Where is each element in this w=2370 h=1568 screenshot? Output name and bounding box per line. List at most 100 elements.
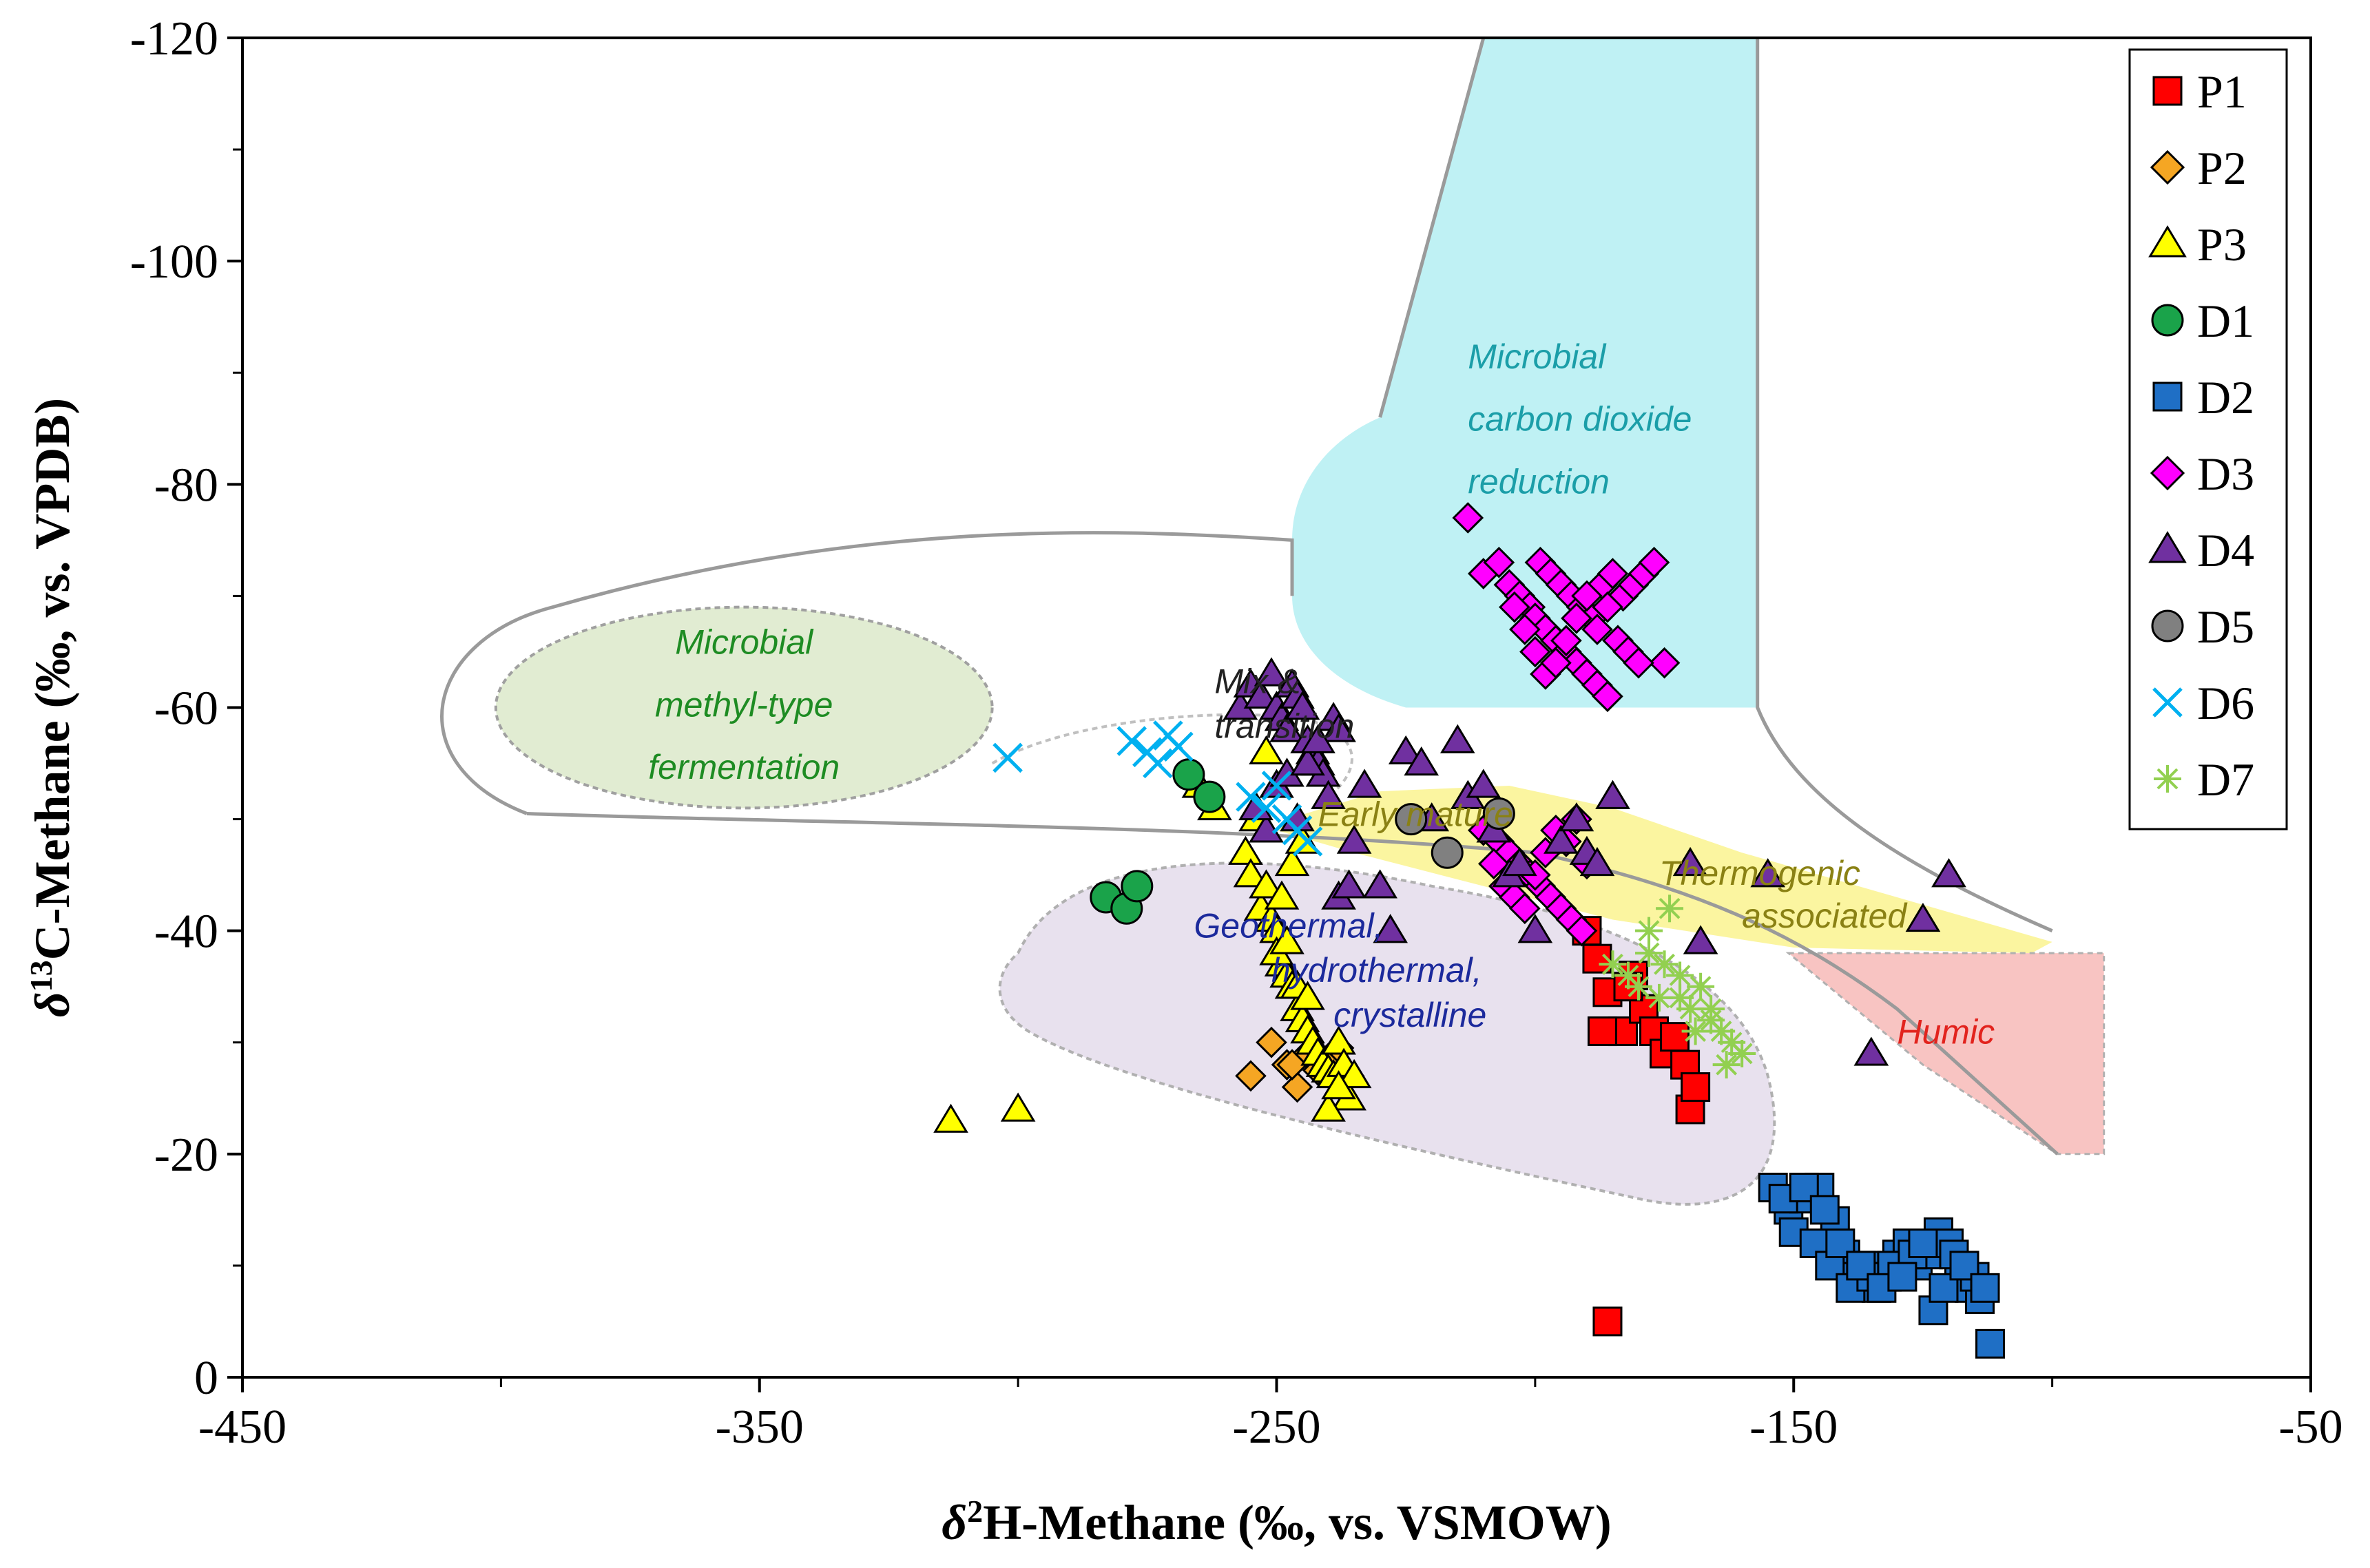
point-d3 [1550, 625, 1582, 657]
point-d1 [1121, 870, 1154, 903]
legend-marker-d7 [2154, 765, 2181, 793]
point-d2 [1975, 1328, 2006, 1359]
legend-label: D5 [2197, 600, 2254, 653]
point-d3 [1623, 647, 1654, 679]
region-labels: Microbial methyl-type fermentation Microbia… [648, 337, 1995, 1052]
series-d6 [992, 720, 1323, 857]
point-d3 [1540, 647, 1572, 679]
legend-item-p3: P3 [2148, 218, 2247, 271]
point-p1 [1681, 1072, 1711, 1102]
point-p3 [1321, 1025, 1356, 1055]
point-p3 [1264, 880, 1300, 910]
series-p3 [933, 735, 1372, 1133]
point-p1 [1592, 1306, 1623, 1337]
point-p3 [1274, 846, 1310, 877]
legend-item-d6: D6 [2152, 677, 2254, 729]
point-d4 [1559, 802, 1594, 832]
point-d2 [1970, 1273, 2000, 1303]
x-axis-title: δ2H-Methane (‰, vs. VSMOW) [942, 1494, 1611, 1551]
legend-item-d5: D5 [2151, 600, 2254, 653]
legend-item-p1: P1 [2152, 65, 2247, 118]
x-tick-label: -350 [716, 1401, 804, 1454]
point-d4 [1595, 780, 1630, 809]
point-d4 [1750, 858, 1786, 888]
point-d4 [1502, 846, 1537, 877]
x-tick-label: -50 [2278, 1401, 2342, 1454]
legend-label: P2 [2197, 142, 2247, 194]
point-d7 [1676, 995, 1705, 1023]
legend-item-d3: D3 [2150, 448, 2254, 500]
point-d7 [1712, 1051, 1740, 1079]
legend-marker-d1 [2151, 304, 2184, 337]
legend-label: D3 [2197, 448, 2254, 500]
point-p3 [1249, 869, 1284, 899]
legend: P1 P2 P3 D1 D2 D3 D4 D5 D6 D7 [2128, 48, 2288, 830]
region-boundary-co2-left [1378, 37, 1486, 418]
point-p3 [933, 1103, 968, 1133]
legend-box [2128, 48, 2288, 830]
point-p1 [1660, 1022, 1690, 1052]
point-p3 [1233, 858, 1269, 888]
point-p2 [1256, 1026, 1287, 1058]
point-d3 [1597, 558, 1629, 589]
point-d1 [1193, 780, 1226, 813]
region-label-thermogenic: Thermogenic associated [1659, 854, 1908, 935]
point-d7 [1707, 1017, 1736, 1045]
series-d5 [1395, 797, 1515, 869]
y-tick-label: -40 [154, 906, 218, 959]
point-d4 [1388, 735, 1424, 765]
legend-marker-p3 [2148, 225, 2187, 258]
point-d4 [1683, 925, 1718, 954]
y-tick-label: -20 [154, 1129, 218, 1182]
legend-marker-p2 [2150, 149, 2185, 185]
point-d4 [1931, 858, 1966, 888]
point-d3 [1638, 546, 1670, 578]
region-boundary-lower [526, 811, 2059, 1156]
y-tick-label: -80 [154, 459, 218, 512]
point-d4 [1269, 713, 1304, 742]
point-d3 [1509, 892, 1541, 925]
legend-item-p2: P2 [2150, 142, 2247, 194]
point-d7 [1718, 1028, 1746, 1056]
region-label-early-mature: Early mature [1318, 795, 1513, 833]
point-d4 [1439, 724, 1475, 753]
point-d4 [1905, 902, 1941, 932]
point-d6 [1116, 726, 1147, 756]
region-microbial-fermentation [494, 605, 994, 810]
point-d4 [1853, 1036, 1889, 1066]
point-d4 [1300, 724, 1335, 753]
point-p3 [1290, 981, 1325, 1010]
legend-item-d4: D4 [2148, 524, 2254, 576]
legend-marker-d5 [2151, 609, 2184, 642]
x-tick-label: -250 [1232, 1401, 1320, 1454]
point-d7 [1625, 972, 1653, 1001]
point-d4 [1347, 769, 1382, 798]
y-tick-label: -120 [130, 12, 218, 65]
point-d3 [1581, 614, 1613, 645]
point-d5 [1395, 803, 1428, 836]
point-d6 [1236, 782, 1266, 812]
point-d4 [1579, 846, 1615, 877]
point-d7 [1635, 917, 1663, 945]
point-d7 [1656, 895, 1684, 923]
region-mix-transition [991, 713, 1353, 798]
point-d7 [1681, 1017, 1709, 1045]
point-d7 [1666, 983, 1694, 1012]
point-d4 [1517, 914, 1553, 943]
point-d3 [1648, 647, 1681, 679]
point-d4 [1336, 824, 1372, 854]
legend-label: D2 [2197, 371, 2254, 424]
y-tick-label: -60 [154, 682, 218, 735]
point-d7 [1687, 972, 1715, 1001]
legend-label: D4 [2197, 524, 2254, 576]
point-d4 [1373, 914, 1408, 943]
point-d5 [1431, 836, 1464, 869]
point-d4 [1672, 846, 1708, 877]
legend-marker-d3 [2150, 455, 2185, 491]
y-tick-label: -100 [130, 236, 218, 289]
classification-regions [440, 37, 2106, 1206]
point-d7 [1728, 1039, 1756, 1067]
region-label-geothermal: Geothermal, hydrothermal, crystalline [1194, 906, 1486, 1034]
point-d3 [1519, 636, 1551, 668]
